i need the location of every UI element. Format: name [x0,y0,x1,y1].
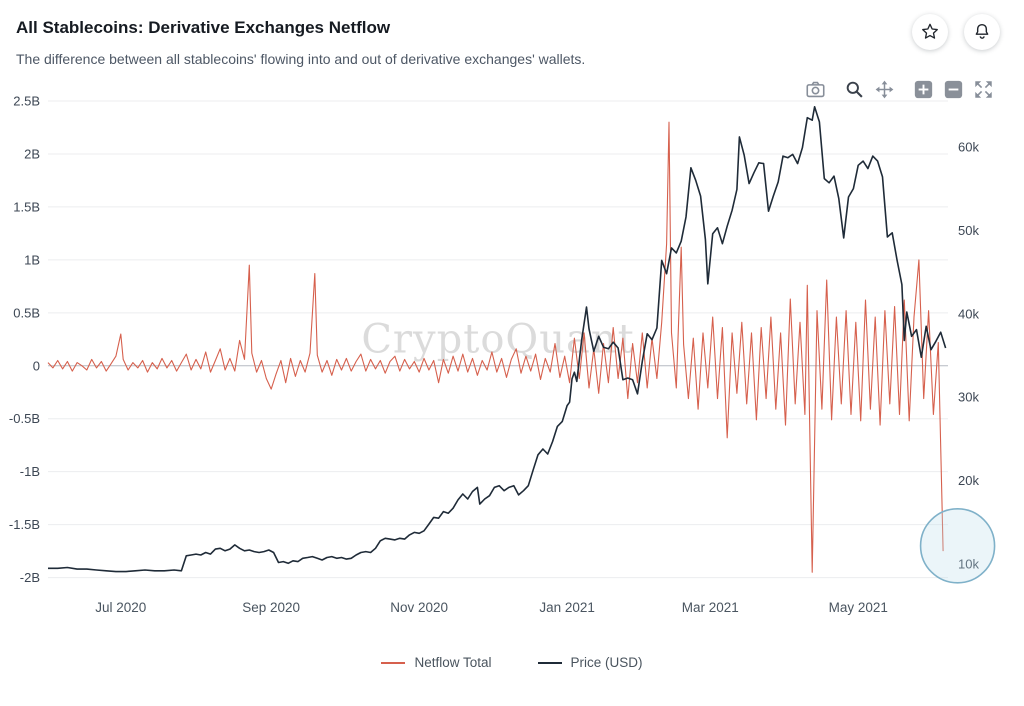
svg-text:2.5B: 2.5B [13,94,40,109]
legend-label-price-usd: Price (USD) [570,655,643,670]
zoom-out-icon [944,80,963,99]
header-actions [912,14,1000,50]
svg-text:30k: 30k [958,390,979,405]
svg-text:Jan 2021: Jan 2021 [539,600,595,615]
legend-item-price-usd[interactable]: Price (USD) [537,655,643,670]
page-header: All Stablecoins: Derivative Exchanges Ne… [0,0,1024,50]
svg-text:1B: 1B [24,252,40,267]
chart-toolbar [805,79,994,100]
camera-icon [806,81,825,98]
svg-text:-1.5B: -1.5B [9,517,40,532]
chart-area: CryptoQuant 2.5B 2B 1.5B 1B 0.5B 0 -0.5B -1B -1.5… [0,77,1024,625]
favorite-star-button[interactable] [912,14,948,50]
price-line-swatch [537,661,562,664]
svg-text:40k: 40k [958,306,979,321]
svg-text:60k: 60k [958,139,979,154]
svg-text:-2B: -2B [20,570,40,585]
page-title: All Stablecoins: Derivative Exchanges Ne… [16,18,391,37]
zoom-out-button[interactable] [943,79,964,100]
svg-text:-1B: -1B [20,464,40,479]
chart-legend: Netflow Total Price (USD) [0,655,1024,670]
svg-text:50k: 50k [958,223,979,238]
svg-text:Mar 2021: Mar 2021 [682,600,739,615]
alert-bell-button[interactable] [964,14,1000,50]
zoom-in-icon [914,80,933,99]
x-tick-labels: Jul 2020 Sep 2020 Nov 2020 Jan 2021 Mar 2021… [95,600,888,615]
legend-item-netflow-total[interactable]: Netflow Total [381,655,492,670]
y-right-tick-labels: 10k 20k 30k 40k 50k 60k [958,139,979,571]
zoom-button[interactable] [844,79,865,100]
reset-axes-button[interactable] [973,79,994,100]
svg-text:0: 0 [33,358,40,373]
magnifier-icon [846,81,863,98]
netflow-price-chart[interactable]: CryptoQuant 2.5B 2B 1.5B 1B 0.5B 0 -0.5B -1B -1.5… [0,77,1024,625]
reset-axes-icon [975,81,992,98]
svg-text:20k: 20k [958,473,979,488]
series-line-price-usd- [48,105,947,573]
scale-group [913,79,994,100]
netflow-line-swatch [381,661,406,664]
star-icon [922,23,938,39]
highlight-circle-annotation [919,508,996,584]
svg-text:Nov 2020: Nov 2020 [390,600,448,615]
zoom-pan-group [844,79,895,100]
svg-text:1.5B: 1.5B [13,199,40,214]
svg-text:10k: 10k [958,557,979,572]
gridlines [48,100,948,579]
svg-text:Sep 2020: Sep 2020 [242,600,300,615]
svg-text:-0.5B: -0.5B [9,411,40,426]
camera-button[interactable] [805,79,826,100]
bell-icon [975,23,989,39]
svg-text:May 2021: May 2021 [829,600,888,615]
pan-arrows-icon [875,80,894,99]
zoom-in-button[interactable] [913,79,934,100]
series-line-netflow-total [47,121,944,573]
legend-label-netflow-total: Netflow Total [414,655,492,670]
y-left-tick-labels: 2.5B 2B 1.5B 1B 0.5B 0 -0.5B -1B -1.5B -2B [9,94,40,586]
chart-subtitle: The difference between all stablecoins' … [16,51,586,67]
cryptoquant-watermark: CryptoQuant [361,317,634,363]
svg-text:0.5B: 0.5B [13,305,40,320]
svg-text:2B: 2B [24,146,40,161]
pan-button[interactable] [874,79,895,100]
svg-text:Jul 2020: Jul 2020 [95,600,146,615]
